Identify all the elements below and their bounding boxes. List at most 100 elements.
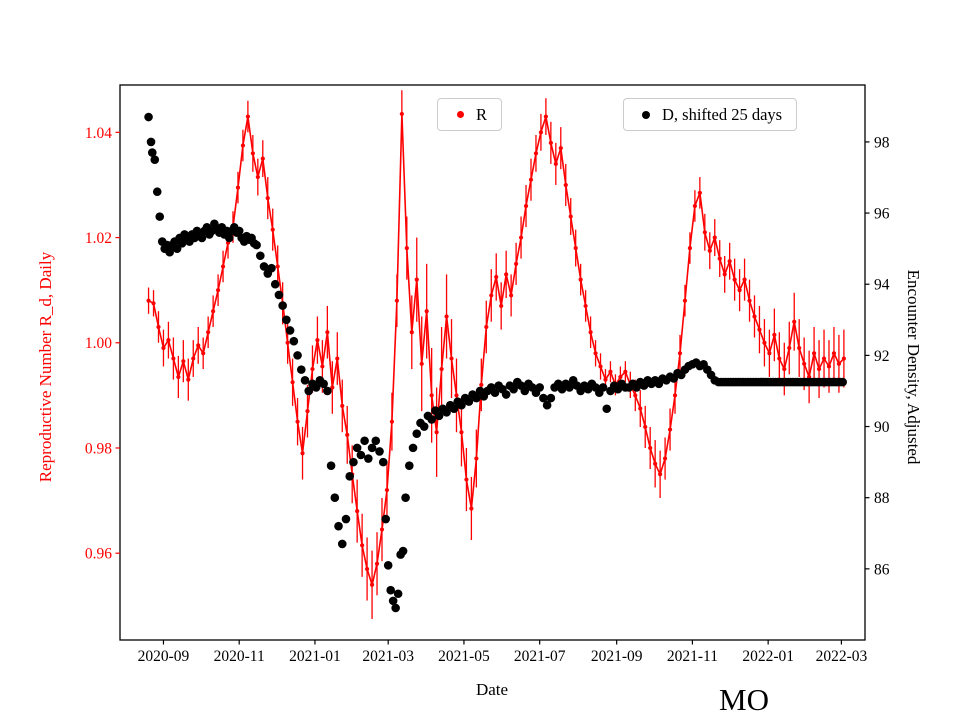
d-point [464,397,474,406]
y-right-tick-label: 88 [874,490,890,507]
plot-title: MO [719,682,769,717]
d-point [371,436,381,446]
x-tick-label: 2021-11 [667,648,718,665]
x-tick-label: 2021-01 [289,648,341,665]
d-point [224,233,234,243]
d-point [535,383,544,392]
d-point [150,155,160,165]
y-left-tick-label: 0.96 [85,546,112,563]
legend-r-label: R [476,104,488,124]
y-left-tick-label: 1.00 [85,335,112,352]
d-point [490,388,500,398]
d-point [381,514,391,524]
d-point [197,233,207,243]
d-series [144,112,847,613]
d-point [234,226,244,236]
d-point [289,336,299,346]
d-point [152,187,162,197]
d-point [334,521,343,531]
d-point [442,408,451,417]
d-point [144,112,153,122]
d-point [252,240,261,250]
x-tick-label: 2021-07 [514,648,566,665]
y-right-tick-label: 90 [874,419,890,436]
d-point [259,262,269,271]
d-point [419,422,429,431]
d-point [367,443,377,453]
d-point [285,326,295,335]
d-point [598,383,608,392]
d-point [520,386,530,396]
d-point [326,461,336,470]
d-point [449,404,459,414]
d-point [274,290,284,300]
legend-r-marker [444,111,476,118]
y-left-tick-label: 1.02 [85,230,112,247]
x-tick-label: 2022-03 [816,648,868,665]
d-point [311,383,321,392]
d-point [427,415,436,424]
d-point [256,251,265,261]
x-axis-label: Date [475,680,509,699]
d-point [501,390,511,399]
d-point [341,514,351,524]
d-point [375,447,384,456]
d-point [147,148,157,157]
x-tick-label: 2021-05 [438,648,490,665]
r-series [146,90,846,619]
d-point [393,589,403,599]
y-right-tick-label: 86 [874,561,890,578]
d-point [364,454,373,463]
y-axis-label-left: Reproductive Number R_d, Daily [36,251,55,483]
red-dot-icon [456,111,464,118]
d-point [408,443,418,453]
d-point [405,461,414,470]
d-point [546,393,556,403]
d-point [542,400,552,410]
d-point [267,263,276,273]
d-point [352,443,362,453]
d-point [146,137,156,147]
legend-r: R [437,98,503,131]
y-right-tick-label: 92 [874,348,890,365]
d-point [155,212,165,221]
legend-d: D, shifted 25 days [623,98,798,131]
d-point [386,585,395,595]
d-point [300,375,310,385]
y-left-tick-label: 0.98 [85,440,112,457]
y-axis-label-right: Encounter Density, Adjusted [904,269,923,465]
x-tick-label: 2022-01 [742,648,794,665]
d-point [565,383,574,392]
d-point [509,384,518,394]
d-point [434,411,444,421]
y-right-tick-label: 94 [874,277,890,294]
d-point [391,603,400,613]
d-point [323,386,332,396]
d-point [319,379,328,389]
x-tick-label: 2020-09 [138,648,190,665]
d-point [401,493,410,502]
d-point [412,429,422,438]
d-point [304,386,314,396]
d-point [270,279,280,289]
d-point [293,351,302,360]
d-point [383,560,393,570]
d-point [349,457,358,467]
d-point [398,546,408,556]
d-point [282,315,291,325]
x-tick-label: 2020-11 [214,648,265,665]
d-point [165,247,174,257]
d-point [472,393,481,403]
d-point [378,457,388,467]
d-point [602,404,612,414]
x-tick-label: 2021-03 [362,648,414,665]
y-right-tick-label: 98 [874,134,890,151]
d-point [356,450,366,460]
d-point [330,493,340,502]
legend-d-label: D, shifted 25 days [662,104,783,124]
d-point [388,596,398,606]
d-point [296,365,306,374]
black-dot-icon [642,110,650,119]
